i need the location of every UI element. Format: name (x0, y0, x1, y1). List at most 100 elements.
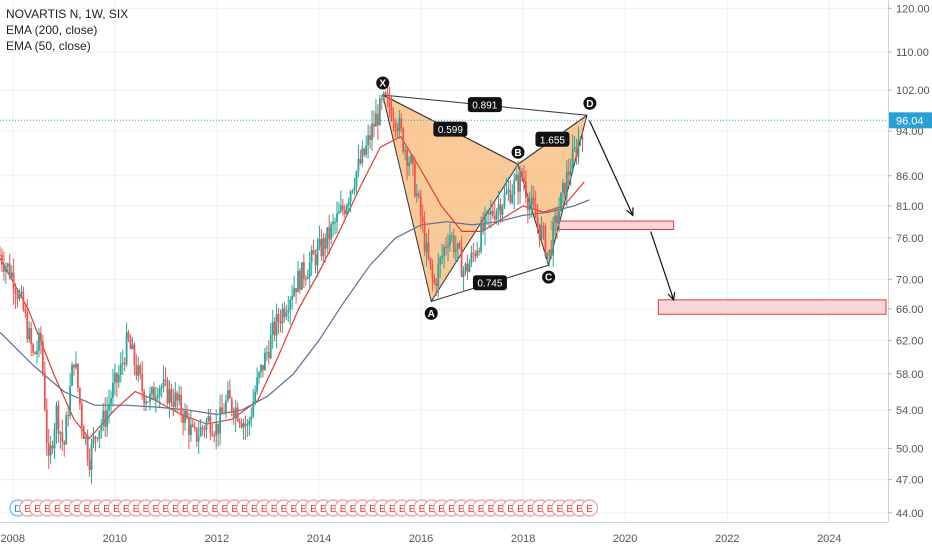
candle-body (121, 362, 124, 364)
y-tick-label: 50.00 (896, 443, 924, 455)
candle-body (137, 365, 140, 376)
candle-body (369, 135, 371, 140)
candle-body (347, 201, 350, 206)
candle-body (38, 333, 40, 351)
x-tick-label: 2014 (307, 533, 331, 545)
price-label-bg (889, 112, 932, 129)
candle-body (449, 235, 451, 246)
candle-body (540, 226, 543, 239)
ratio-label: 0.891 (472, 101, 497, 112)
x-tick-label: 2020 (613, 533, 637, 545)
marker-label: E (547, 504, 554, 515)
candle-body (554, 215, 557, 223)
candle-body (203, 428, 206, 430)
marker-label: E (300, 504, 307, 515)
harmonic-pattern[interactable] (382, 94, 588, 303)
candle-body (562, 182, 564, 193)
y-tick-label: 54.00 (896, 405, 924, 417)
candle-body (488, 212, 490, 215)
candle-body (117, 375, 120, 383)
candle-body (90, 443, 93, 471)
point-badge (511, 145, 525, 159)
candle-body (326, 227, 329, 249)
candle-body (445, 247, 447, 249)
candle-body (299, 270, 301, 290)
candle-body (139, 365, 142, 375)
candle-body (88, 459, 91, 471)
time-axis[interactable]: 2008 2010 2012 2014 2016 2018 2020 2022 2024 (0, 522, 888, 546)
candle-body (523, 178, 525, 182)
candle-body (174, 392, 177, 407)
candle-body (65, 415, 68, 445)
candle-body (40, 333, 42, 342)
candle-body (26, 312, 29, 340)
candle-body (569, 171, 572, 175)
candle-body (565, 171, 568, 197)
marker-label: E (389, 504, 396, 515)
candle-body (199, 427, 202, 437)
candle-body (525, 181, 527, 198)
candle-body (314, 254, 317, 266)
candle-body (63, 441, 66, 445)
marker-label: E (379, 504, 386, 515)
x-tick-label: 2010 (103, 533, 127, 545)
candle-body (499, 204, 502, 215)
candle-body (361, 148, 364, 163)
marker-label: E (64, 504, 71, 515)
price-axis[interactable]: 120.00 110.00 102.00 94.00 86.00 81.00 76.00 70… (888, 0, 932, 550)
candle-body (92, 436, 95, 444)
candle-body (78, 387, 81, 405)
legend-ema200[interactable]: EMA (200, close) (6, 23, 98, 37)
candle-body (127, 332, 130, 340)
candle-body (443, 247, 446, 256)
legend-ema50[interactable]: EMA (50, close) (6, 39, 91, 53)
candle-body (256, 377, 259, 392)
point-label: D (586, 99, 593, 110)
candle-body (353, 186, 356, 191)
y-tick-label: 94.00 (896, 126, 924, 138)
marker-label: E (143, 504, 150, 515)
candle-body (464, 263, 467, 271)
marker-label: E (310, 504, 317, 515)
candle-body (61, 432, 64, 442)
candle-body (472, 252, 475, 254)
candle-body (73, 364, 75, 368)
candle-body (528, 204, 531, 211)
candle-body (158, 388, 161, 396)
y-tick-label: 70.00 (896, 274, 924, 286)
marker-label: E (340, 504, 347, 515)
candle-body (8, 263, 11, 278)
candle-body (162, 379, 165, 387)
marker-label: E (93, 504, 100, 515)
candle-body (301, 262, 303, 290)
arrow-shaft (588, 120, 634, 216)
candle-body (417, 193, 420, 196)
candle-body (267, 352, 270, 359)
candle-body (180, 394, 183, 414)
candle-body (376, 113, 379, 126)
point-badge (542, 270, 556, 284)
candle-body (386, 93, 389, 95)
candle-body (244, 423, 247, 426)
marker-label: E (212, 504, 219, 515)
legend-title[interactable]: NOVARTIS N, 1W, SIX (6, 7, 129, 21)
marker-label: E (468, 504, 475, 515)
candle-body (269, 334, 272, 359)
candle-body (160, 386, 163, 389)
marker-label: E (507, 504, 514, 515)
marker-label: E (576, 504, 583, 515)
candle-body (382, 92, 385, 100)
marker-label: E (419, 504, 426, 515)
ema50-line (0, 135, 585, 440)
candle-body (234, 407, 237, 418)
candle-body (384, 92, 387, 94)
marker-label: E (527, 504, 534, 515)
candle-body (211, 433, 214, 436)
marker-label: E (586, 504, 593, 515)
candle-body (556, 215, 558, 224)
candle-body (415, 193, 418, 197)
candle-body (486, 212, 488, 215)
